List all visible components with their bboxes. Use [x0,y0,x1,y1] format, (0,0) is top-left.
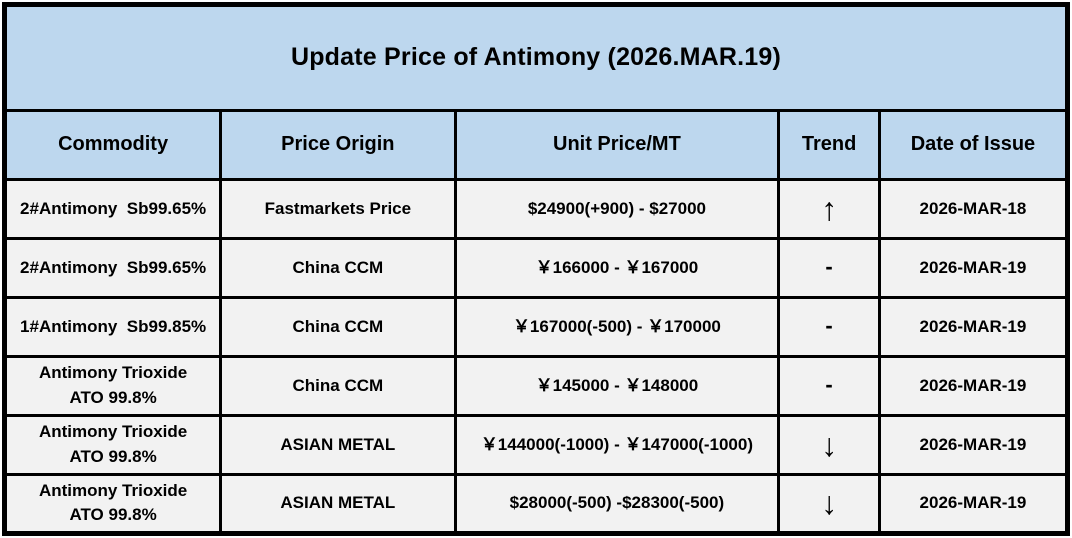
commodity-cell: Antimony Trioxide ATO 99.8% [2,472,223,536]
column-header-date-of-issue: Date of Issue [877,108,1070,181]
column-header-row: Commodity Price Origin Unit Price/MT Tre… [2,108,1070,181]
commodity-cell: 1#Antimony Sb99.85% [2,295,223,358]
column-header-unit-price: Unit Price/MT [453,108,781,181]
price-origin-cell: Fastmarkets Price [219,177,457,240]
price-origin-cell: China CCM [219,354,457,417]
table-row: 1#Antimony Sb99.85% China CCM ￥167000(-5… [2,295,1070,358]
column-header-trend: Trend [777,108,881,181]
unit-price-cell: $28000(-500) -$28300(-500) [453,472,781,536]
up-arrow-icon: ↑ [821,190,838,227]
commodity-cell: Antimony Trioxide ATO 99.8% [2,413,223,476]
unit-price-cell: ￥167000(-500) - ￥170000 [453,295,781,358]
table-row: Antimony Trioxide ATO 99.8% China CCM ￥1… [2,354,1070,417]
unit-price-cell: ￥166000 - ￥167000 [453,236,781,299]
title-row: Update Price of Antimony (2026.MAR.19) [3,3,1069,112]
column-header-price-origin: Price Origin [219,108,457,181]
table-row: Antimony Trioxide ATO 99.8% ASIAN METAL … [2,472,1070,536]
down-arrow-icon: ↓ [821,485,838,522]
date-of-issue-cell: 2026-MAR-19 [877,295,1070,358]
trend-cell: ↓ [777,413,881,476]
dash-icon: - [825,254,833,280]
date-of-issue-cell: 2026-MAR-19 [877,413,1070,476]
trend-cell: - [777,354,881,417]
price-origin-cell: ASIAN METAL [219,472,457,536]
trend-cell: - [777,236,881,299]
trend-cell: - [777,295,881,358]
price-origin-cell: China CCM [219,295,457,358]
trend-cell: ↑ [777,177,881,240]
down-arrow-icon: ↓ [821,426,838,463]
dash-icon: - [825,313,833,339]
unit-price-cell: ￥145000 - ￥148000 [453,354,781,417]
date-of-issue-cell: 2026-MAR-18 [877,177,1070,240]
trend-cell: ↓ [777,472,881,536]
unit-price-cell: ￥144000(-1000) - ￥147000(-1000) [453,413,781,476]
date-of-issue-cell: 2026-MAR-19 [877,354,1070,417]
date-of-issue-cell: 2026-MAR-19 [877,236,1070,299]
commodity-cell: 2#Antimony Sb99.65% [2,236,223,299]
dash-icon: - [825,372,833,398]
commodity-cell: Antimony Trioxide ATO 99.8% [2,354,223,417]
table-row: Antimony Trioxide ATO 99.8% ASIAN METAL … [2,413,1070,476]
table-row: 2#Antimony Sb99.65% China CCM ￥166000 - … [2,236,1070,299]
unit-price-cell: $24900(+900) - $27000 [453,177,781,240]
column-header-commodity: Commodity [2,108,223,181]
price-origin-cell: ASIAN METAL [219,413,457,476]
page-title: Update Price of Antimony (2026.MAR.19) [3,3,1069,112]
date-of-issue-cell: 2026-MAR-19 [877,472,1070,536]
commodity-cell: 2#Antimony Sb99.65% [2,177,223,240]
table-row: 2#Antimony Sb99.65% Fastmarkets Price $2… [2,177,1070,240]
price-origin-cell: China CCM [219,236,457,299]
